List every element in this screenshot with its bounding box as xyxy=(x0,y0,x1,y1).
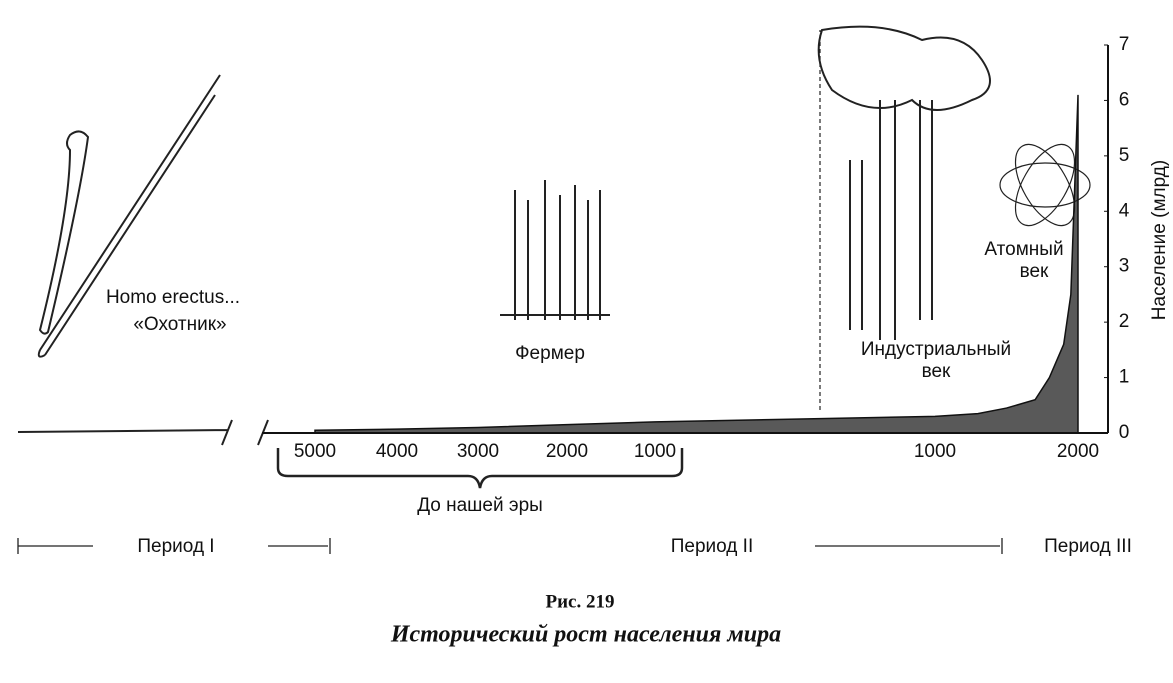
y-tick-label: 3 xyxy=(1119,256,1130,277)
annotation: Атомный xyxy=(984,239,1063,260)
y-tick-label: 6 xyxy=(1119,89,1130,110)
x-tick-label: 2000 xyxy=(1057,441,1099,462)
x-tick-label: 1000 xyxy=(634,441,676,462)
annotation: век xyxy=(1020,261,1049,282)
y-axis-label: Население (млрд) xyxy=(1149,160,1170,320)
y-tick-label: 4 xyxy=(1119,200,1130,221)
y-tick-label: 7 xyxy=(1119,34,1130,55)
x-tick-label: 3000 xyxy=(457,441,499,462)
annotation: Homo erectus... xyxy=(106,287,240,308)
period-label: Период I xyxy=(137,536,214,557)
y-tick-label: 5 xyxy=(1119,145,1130,166)
period-label: Период III xyxy=(1044,536,1132,557)
y-tick-label: 1 xyxy=(1119,367,1130,388)
caption-number: Рис. 219 xyxy=(546,591,615,612)
illustrations xyxy=(17,25,1091,554)
x-tick-label: 4000 xyxy=(376,441,418,462)
population-area xyxy=(314,94,1079,434)
y-tick-label: 0 xyxy=(1119,422,1130,443)
caption-title: Исторический рост населения мира xyxy=(390,622,781,648)
annotation: Фермер xyxy=(515,343,585,364)
x-tick-label: 1000 xyxy=(914,441,956,462)
period-label: Период II xyxy=(671,536,753,557)
y-tick-label: 2 xyxy=(1119,311,1130,332)
x-tick-label: 5000 xyxy=(294,441,336,462)
annotation: «Охотник» xyxy=(133,314,226,335)
x-group-label: До нашей эры xyxy=(417,495,543,516)
x-tick-label: 2000 xyxy=(546,441,588,462)
annotation: Индустриальный xyxy=(861,339,1011,360)
annotation: век xyxy=(922,361,951,382)
